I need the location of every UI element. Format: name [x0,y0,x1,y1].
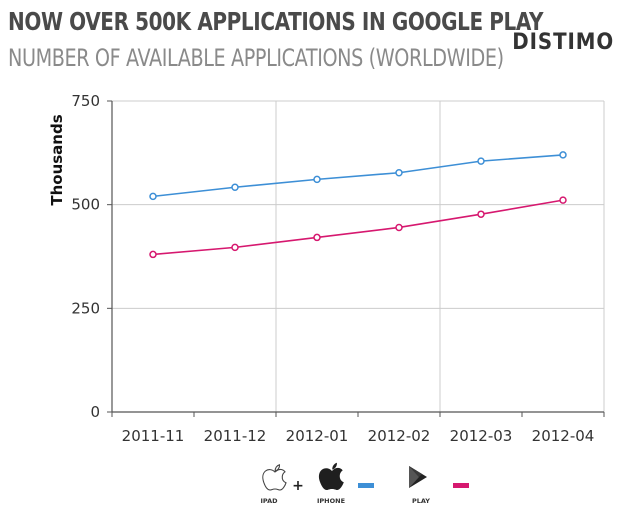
google-play-icon [409,466,427,488]
legend-iphone-label: IPHONE [317,497,345,505]
data-point [313,175,321,184]
data-point [149,192,157,201]
x-tick-label: 2012-03 [450,427,513,445]
y-axis-title: Thousands [48,114,66,205]
y-tick-label: 500 [71,196,100,214]
legend-play-swatch [453,483,469,488]
chart-title: NOW OVER 500K APPLICATIONS IN GOOGLE PLA… [8,7,544,36]
series-line [152,154,564,198]
y-tick-label: 750 [71,92,100,110]
data-point [231,183,239,192]
x-tick-label: 2011-12 [204,427,267,445]
data-point [559,151,567,159]
chart-subtitle: NUMBER OF AVAILABLE APPLICATIONS (WORLDW… [8,44,504,72]
x-tick-label: 2012-01 [286,427,349,445]
data-point [395,168,403,177]
data-point [149,250,157,259]
legend-plus: + [292,478,304,494]
legend-ipad-label: IPAD [260,497,278,505]
x-tick-label: 2012-02 [368,427,431,445]
chart-series [149,151,567,259]
data-point [395,223,403,232]
data-point [313,233,321,242]
y-axis-ticks: 0 250 500 750 [71,92,112,421]
data-point [477,210,485,218]
chart-grid [112,100,605,412]
data-point [231,243,239,252]
data-point [477,157,485,165]
x-axis-ticks: 2011-11 2011-12 2012-01 2012-02 2012-03 2012-… [111,412,605,445]
legend-ios-swatch [358,483,374,488]
chart-axes [111,101,604,413]
y-tick-label: 0 [90,403,100,421]
y-tick-label: 250 [71,299,100,317]
brand-logo: DISTIMO [512,30,614,55]
x-tick-label: 2012-04 [532,427,595,445]
legend-play-label: PLAY [412,497,430,505]
ipad-apple-icon [262,464,287,491]
legend: IPAD + IPHONE PLAY [260,462,469,505]
iphone-apple-icon [318,462,344,490]
data-point [559,196,567,204]
x-tick-label: 2011-11 [122,427,185,445]
series-line [152,199,564,256]
